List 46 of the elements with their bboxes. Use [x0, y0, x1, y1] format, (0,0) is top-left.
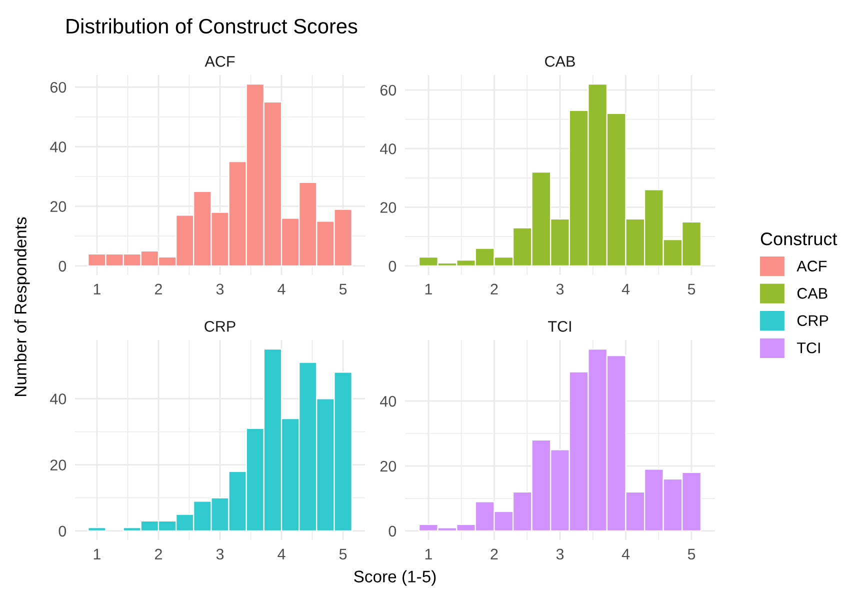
- y-tick-label: 20: [50, 460, 66, 470]
- x-tick-label: 5: [688, 284, 696, 295]
- x-tick-label: 3: [216, 548, 224, 560]
- legend-label: ACF: [796, 260, 827, 272]
- legend-title: Construct: [760, 232, 838, 246]
- x-tick-label: 1: [425, 548, 432, 560]
- y-tick-label: 60: [380, 84, 396, 96]
- y-tick-label: 40: [380, 396, 396, 407]
- y-tick-label: 0: [58, 526, 66, 537]
- y-tick-label: 40: [50, 142, 66, 152]
- x-tick-label: 5: [688, 548, 696, 560]
- y-tick-label: 40: [380, 143, 396, 154]
- y-axis-title: Number of Respondents: [14, 217, 30, 396]
- x-tick-label: 3: [556, 284, 564, 295]
- legend-label: CAB: [797, 288, 828, 299]
- x-tick-label: 1: [94, 284, 100, 294]
- y-tick-label: 20: [50, 201, 66, 212]
- x-tick-label: 2: [155, 284, 162, 294]
- x-tick-label: 3: [556, 548, 564, 560]
- x-tick-label: 4: [278, 284, 286, 294]
- x-tick-label: 4: [622, 284, 630, 294]
- x-tick-label: 2: [490, 548, 498, 560]
- y-tick-label: 0: [388, 260, 396, 272]
- x-axis-title: Score (1-5): [354, 570, 436, 586]
- x-tick-label: 5: [339, 548, 347, 560]
- chart-subtitle: CAB: [545, 56, 575, 67]
- chart-subtitle: CRP: [204, 321, 236, 332]
- y-tick-label: 0: [388, 526, 396, 537]
- y-tick-label: 40: [50, 394, 66, 404]
- y-tick-label: 0: [58, 260, 66, 272]
- y-tick-label: 60: [50, 82, 66, 93]
- chart-title: Distribution of Construct Scores: [66, 18, 358, 34]
- x-tick-label: 3: [216, 284, 224, 295]
- x-tick-label: 2: [155, 548, 162, 560]
- x-tick-label: 1: [94, 548, 100, 560]
- legend-label: TCI: [797, 342, 820, 354]
- x-tick-label: 5: [339, 284, 347, 295]
- x-tick-label: 2: [490, 284, 498, 294]
- x-tick-label: 4: [622, 548, 630, 560]
- x-tick-label: 1: [425, 284, 432, 294]
- chart-subtitle: TCI: [548, 321, 571, 332]
- y-tick-label: 20: [380, 202, 396, 213]
- y-tick-label: 20: [380, 460, 396, 472]
- chart-subtitle: ACF: [204, 56, 235, 67]
- legend-label: CRP: [797, 315, 828, 326]
- x-tick-label: 4: [278, 548, 286, 560]
